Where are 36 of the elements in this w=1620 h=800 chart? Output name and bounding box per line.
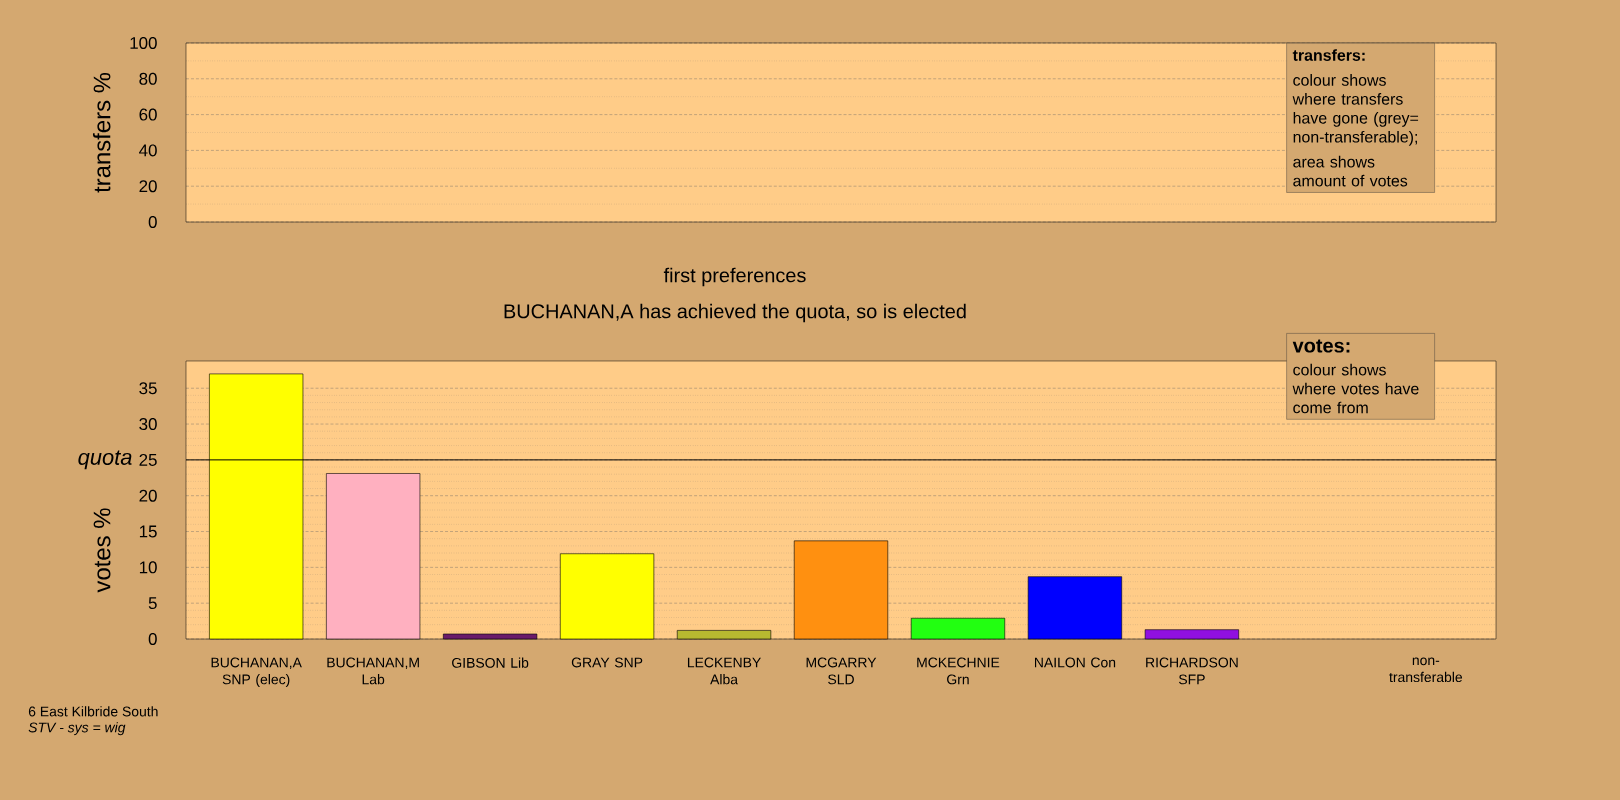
x-tick-label: non-transferable <box>1389 657 1463 683</box>
y-tick-label: 35 <box>139 382 157 395</box>
x-tick-label: GIBSON Lib <box>452 657 529 668</box>
y-tick-label: 25 <box>139 453 157 466</box>
ref-line-label: quota <box>78 450 132 470</box>
y-tick-label: 5 <box>148 597 157 610</box>
y-tick-label: 20 <box>139 180 157 193</box>
x-tick-label: BUCHANAN,M Lab <box>327 657 419 685</box>
x-tick-label: BUCHANAN,A SNP (elec) <box>211 657 302 688</box>
y-tick-label: 0 <box>148 215 157 228</box>
y-axis-title: votes % <box>93 508 111 593</box>
x-tick-label: GRAY SNP <box>571 657 643 668</box>
annotation: colour shows where transfers have gone (grey= non-transferable); <box>1292 74 1419 146</box>
y-tick-label: 20 <box>139 489 157 502</box>
annotation: area shows amount of votes <box>1293 155 1408 187</box>
x-tick-label: MCGARRY SLD <box>806 657 877 685</box>
y-tick-label: 100 <box>130 36 157 49</box>
x-tick-label: RICHARDSON SFP <box>1146 657 1238 685</box>
y-tick-label: 30 <box>139 418 157 431</box>
chart-subtitle: BUCHANAN,A has achieved the quota, so is elected <box>504 303 966 323</box>
x-tick-label: LECKENBY Alba <box>687 657 761 685</box>
text: votes: <box>1292 339 1350 353</box>
annotation: colour shows where votes have come from <box>1292 363 1419 414</box>
y-axis-title: transfers % <box>92 72 111 193</box>
y-tick-label: 10 <box>139 561 157 574</box>
y-tick-label: 60 <box>139 108 157 121</box>
x-tick-label: MCKECHNIE Grn <box>917 657 1000 685</box>
y-tick-label: 15 <box>139 525 157 538</box>
x-tick-label: NAILON Con <box>1035 657 1116 668</box>
chart-title: first preferences <box>663 267 806 287</box>
y-tick-label: 0 <box>148 633 157 645</box>
text: STV - sys = wig <box>28 722 126 736</box>
y-tick-label: 40 <box>139 144 157 157</box>
text: 6 East Kilbride South <box>28 706 158 717</box>
y-tick-label: 80 <box>139 72 157 85</box>
annotation: transfers: <box>1292 49 1365 61</box>
